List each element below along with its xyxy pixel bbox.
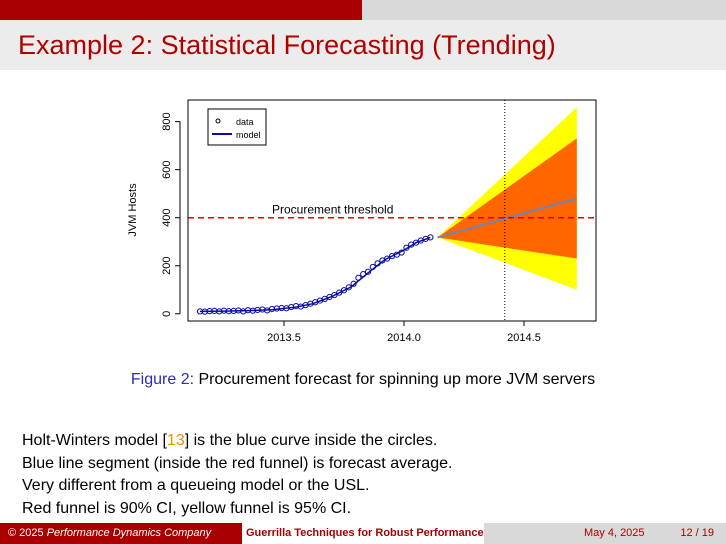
y-tick-label: 200: [161, 257, 173, 275]
forecast-mean-line: [437, 197, 578, 239]
slide-title: Example 2: Statistical Forecasting (Tren…: [18, 30, 556, 60]
data-point: [340, 287, 348, 294]
y-axis-label-group: JVM Hosts: [127, 183, 139, 237]
footer-right: May 4, 2025 12 / 19: [484, 523, 726, 544]
data-point: [350, 280, 357, 287]
legend-data-symbol: [215, 118, 221, 124]
y-tick-label: 600: [161, 160, 173, 178]
y-tick-label: 400: [161, 209, 173, 227]
footer-copyright: © 2025 Performance Dynamics Company: [0, 523, 242, 544]
data-point: [364, 268, 372, 275]
top-bar-right: [362, 0, 726, 20]
footer-page-number[interactable]: 12 / 19: [680, 527, 714, 539]
x-tick-label: 2014.5: [507, 332, 541, 344]
figure-label: Figure 2:: [130, 371, 195, 388]
legend-box: [207, 108, 267, 146]
legend-model-label: model: [236, 130, 261, 140]
body-line-1-start: Holt-Winters model [: [22, 432, 167, 449]
footer-date: May 4, 2025: [584, 527, 645, 539]
y-tick-label: 800: [161, 112, 173, 130]
citation-link[interactable]: 13: [166, 432, 185, 449]
data-point: [331, 291, 338, 299]
footer: © 2025 Performance Dynamics Company Guer…: [0, 523, 726, 544]
data-point: [403, 244, 410, 251]
body-line-1-end: ] is the blue curve inside the circles.: [184, 432, 438, 449]
data-point: [360, 271, 367, 278]
data-point: [398, 249, 405, 256]
title-band: [0, 20, 726, 70]
data-point: [384, 255, 391, 262]
body-text: Holt-Winters model [13] is the blue curv…: [22, 430, 452, 520]
model-line: [199, 236, 431, 313]
data-point: [374, 260, 381, 267]
body-line-4: Red funnel is 90% CI, yellow funnel is 9…: [22, 499, 352, 517]
y-tick-label: 0: [161, 311, 173, 317]
top-bar-left: [0, 0, 362, 20]
threshold-label: Procurement threshold: [272, 203, 393, 217]
footer-company: Performance Dynamics Company: [46, 527, 212, 539]
ci90-funnel: [437, 138, 577, 259]
data-point: [369, 263, 376, 271]
x-tick-label: 2014.0: [387, 332, 421, 344]
data-point: [355, 274, 362, 281]
data-point: [427, 234, 434, 241]
body-line-2: Blue line segment (inside the red funnel…: [22, 454, 453, 472]
forecast-chart: Procurement threshold 2013.5 2014.0 2014.5 0…: [127, 99, 597, 344]
plot-frame: [187, 99, 597, 322]
body-line-3: Very different from a queueing model or …: [22, 477, 370, 494]
figure-caption-text: Procurement forecast for spinning up mor…: [198, 371, 596, 388]
x-tick-label: 2013.5: [267, 332, 301, 344]
data-point: [345, 284, 352, 291]
data-point: [336, 289, 343, 296]
figure-caption: Figure 2: Procurement forecast for spinn…: [0, 371, 726, 389]
footer-copyright-symbol: © 2025: [8, 527, 44, 539]
legend-data-label: data: [236, 117, 254, 127]
body-line-1: Holt-Winters model [13] is the blue curv…: [22, 430, 452, 453]
y-axis-label: JVM Hosts: [127, 183, 139, 237]
footer-talk-title: Guerrilla Techniques for Robust Performa…: [242, 523, 484, 544]
